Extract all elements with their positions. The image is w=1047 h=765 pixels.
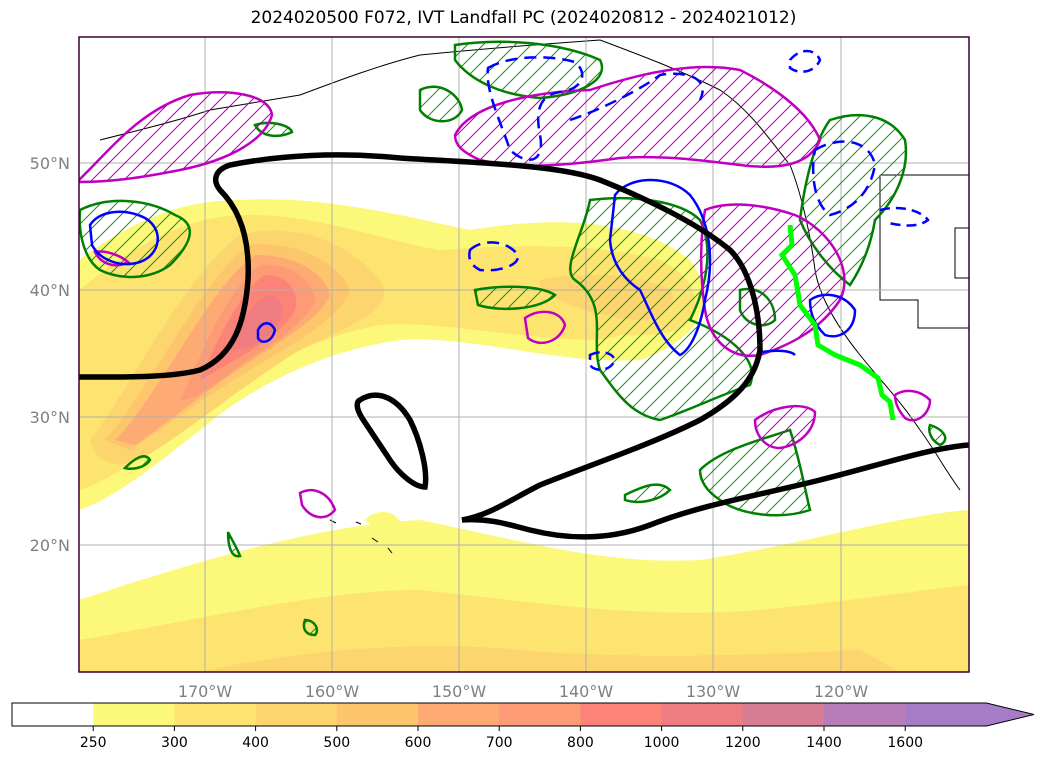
longitude-labels: 170°W 160°W 150°W 140°W 130°W 120°W — [178, 682, 869, 701]
lat-label: 30°N — [30, 408, 70, 427]
lon-label: 140°W — [559, 682, 614, 701]
colorbar-swatch — [418, 703, 500, 726]
lon-label: 160°W — [305, 682, 360, 701]
colorbar-swatch — [824, 703, 906, 726]
colorbar-outline — [11, 702, 1035, 727]
colorbar-tick-label: 1200 — [725, 735, 761, 751]
colorbar-swatch — [93, 703, 175, 726]
colorbar-tick-label: 1000 — [644, 735, 680, 751]
colorbar-extend-max — [986, 703, 1034, 726]
map-frame — [78, 36, 970, 673]
lat-label: 40°N — [30, 281, 70, 300]
colorbar-swatch — [742, 703, 825, 726]
colorbar-swatch — [255, 703, 338, 726]
colorbar-swatch — [12, 703, 94, 726]
blue-contours — [88, 49, 930, 371]
colorbar-tick-label: 500 — [323, 735, 350, 751]
colorbar-tick-label: 800 — [567, 735, 594, 751]
colorbar-swatch — [499, 703, 581, 726]
lon-label: 150°W — [432, 682, 487, 701]
map-title: 2024020500 F072, IVT Landfall PC (202402… — [250, 8, 797, 28]
colorbar-swatch — [336, 703, 419, 726]
colorbar-tick-label: 700 — [486, 735, 513, 751]
lon-label: 170°W — [178, 682, 233, 701]
colorbar: 250 300 400 500 600 700 800 1000 1200 1400 1600 — [11, 702, 1035, 751]
colorbar-swatch — [174, 703, 257, 726]
colorbar-tick-label: 300 — [161, 735, 188, 751]
colorbar-tick-label: 1600 — [887, 735, 923, 751]
colorbar-swatch — [580, 703, 663, 726]
colorbar-tick-label: 1400 — [806, 735, 842, 751]
lat-label: 20°N — [30, 536, 70, 555]
lon-label: 120°W — [814, 682, 869, 701]
lat-label: 50°N — [30, 154, 70, 173]
colorbar-tick-label: 400 — [242, 735, 269, 751]
colorbar-swatch — [905, 703, 987, 726]
landfall-line — [778, 224, 896, 421]
colorbar-tick-label: 250 — [80, 735, 107, 751]
black-contour — [79, 152, 969, 540]
colorbar-swatch — [661, 703, 744, 726]
colorbar-tick-label: 600 — [405, 735, 432, 751]
magenta-contours — [79, 65, 932, 519]
latitude-labels: 50°N 40°N 30°N 20°N — [30, 154, 70, 555]
lon-label: 130°W — [686, 682, 741, 701]
